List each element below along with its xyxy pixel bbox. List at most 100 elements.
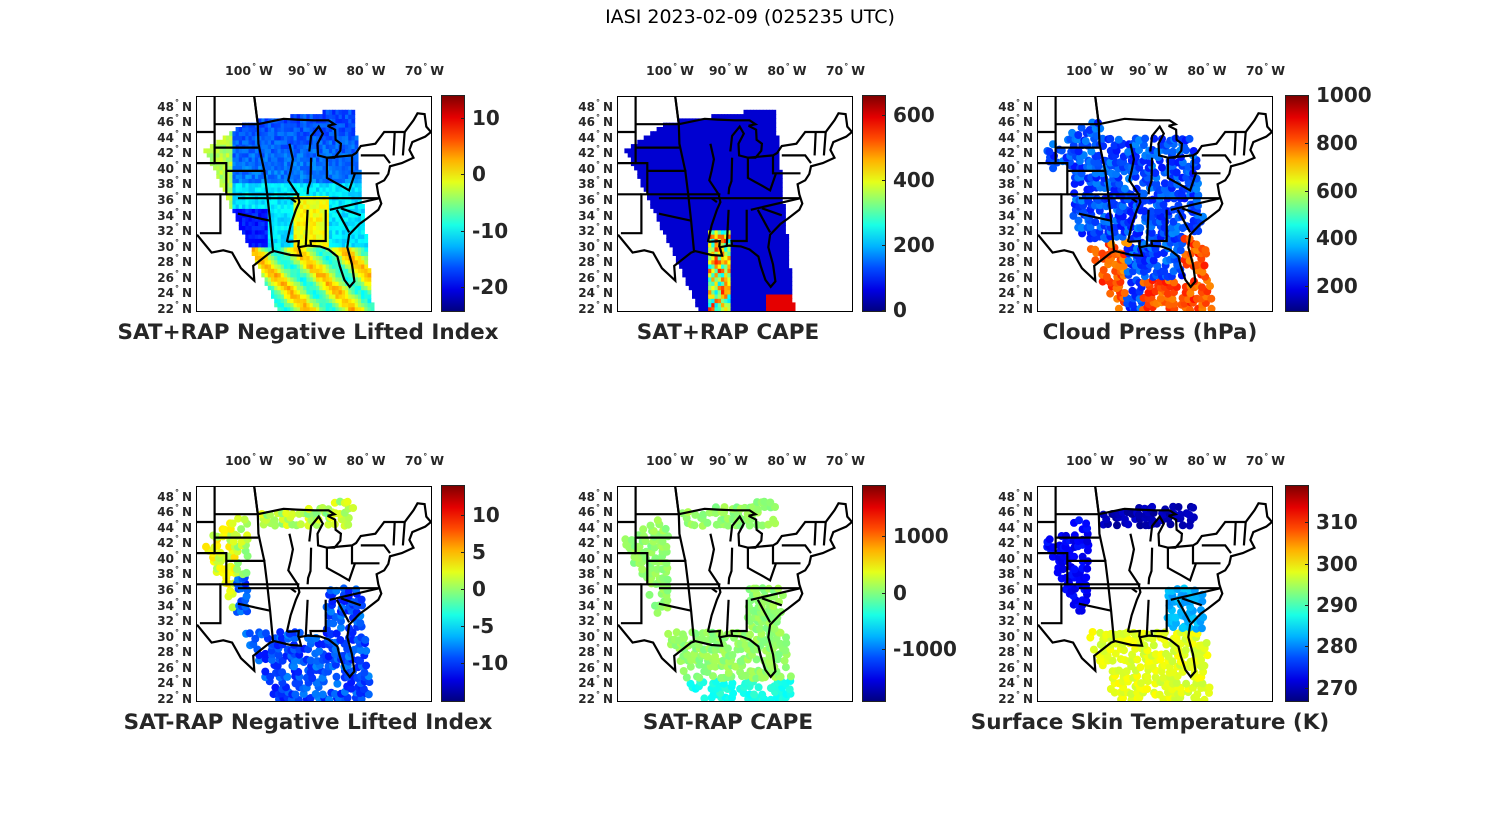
- data-cell: [245, 234, 250, 239]
- data-cell: [338, 135, 343, 141]
- colorbar: [441, 95, 465, 312]
- data-cell: [267, 204, 272, 209]
- data-cell: [743, 276, 748, 282]
- data-cell: [319, 263, 324, 269]
- data-cell: [672, 182, 677, 188]
- data-cell: [701, 234, 706, 239]
- data-cell: [721, 152, 725, 158]
- data-cell: [277, 156, 282, 162]
- data-cell: [675, 229, 680, 235]
- data-cell: [293, 135, 298, 141]
- data-cell: [695, 285, 699, 291]
- data-cell: [688, 238, 693, 244]
- data-cell: [753, 118, 757, 124]
- data-cell: [357, 298, 362, 304]
- data-cell: [277, 212, 282, 218]
- data-cell: [666, 156, 671, 162]
- data-cell: [721, 178, 725, 184]
- data-cell: [711, 139, 716, 145]
- data-cell: [659, 182, 664, 188]
- data-cell: [348, 114, 352, 119]
- data-cell: [753, 186, 757, 192]
- data-cell: [226, 186, 230, 192]
- data-cell: [271, 212, 275, 218]
- longitude-tick-label: 70° W: [1246, 62, 1285, 78]
- data-cell: [688, 135, 693, 141]
- data-cell: [293, 118, 298, 124]
- data-cell: [361, 246, 365, 252]
- data-cell: [361, 242, 365, 248]
- data-cell: [656, 182, 661, 188]
- data-cell: [354, 144, 359, 149]
- data-cell: [643, 165, 648, 171]
- data-cell: [762, 131, 767, 137]
- data-cell: [293, 251, 298, 256]
- data-cell: [306, 298, 311, 304]
- data-cell: [733, 204, 738, 209]
- data-cell: [717, 276, 722, 282]
- data-cell: [274, 156, 278, 162]
- data-cell: [351, 118, 356, 124]
- data-cell: [766, 148, 770, 154]
- data-cell: [708, 306, 712, 311]
- colorbar-tick-mark: [882, 179, 885, 181]
- data-cell: [682, 156, 687, 162]
- data-point: [324, 652, 333, 661]
- data-cell: [711, 259, 716, 265]
- degree-symbol: °: [174, 237, 179, 247]
- data-cell: [775, 242, 780, 248]
- state-boundary: [678, 117, 759, 127]
- data-cell: [277, 234, 282, 239]
- data-cell: [749, 139, 754, 145]
- data-cell: [332, 182, 336, 188]
- data-point: [1091, 218, 1100, 227]
- data-cell: [708, 242, 712, 248]
- data-cell: [733, 225, 738, 231]
- data-cell: [704, 246, 709, 252]
- map-plot: [1038, 97, 1272, 311]
- data-cell: [772, 156, 777, 162]
- data-cell: [325, 127, 330, 132]
- data-cell: [749, 148, 754, 154]
- data-cell: [704, 298, 709, 304]
- colorbar-tick-label: -10: [472, 218, 509, 243]
- data-cell: [303, 174, 307, 179]
- data-cell: [325, 114, 330, 119]
- data-cell: [325, 281, 330, 286]
- data-cell: [737, 272, 741, 278]
- data-cell: [753, 135, 757, 141]
- data-cell: [785, 276, 790, 282]
- tick-value: 22: [578, 302, 595, 316]
- data-cell: [682, 152, 687, 158]
- data-cell: [316, 161, 320, 167]
- data-cell: [238, 199, 243, 205]
- data-cell: [328, 225, 333, 231]
- data-cell: [656, 174, 661, 179]
- data-cell: [325, 238, 330, 244]
- state-boundary: [771, 155, 801, 175]
- data-cell: [740, 285, 745, 291]
- data-cell: [242, 216, 246, 222]
- data-cell: [338, 234, 343, 239]
- data-cell: [692, 272, 696, 278]
- data-cell: [772, 216, 777, 222]
- state-boundary: [813, 131, 817, 156]
- data-cell: [714, 212, 719, 218]
- data-cell: [721, 186, 725, 192]
- degree-symbol: °: [1015, 97, 1020, 107]
- data-cell: [300, 293, 304, 299]
- data-cell: [695, 238, 699, 244]
- data-cell: [730, 216, 735, 222]
- latitude-tick-label: 42° N: [975, 144, 1033, 160]
- data-cell: [242, 204, 246, 209]
- data-cell: [348, 204, 352, 209]
- data-cell: [335, 221, 340, 226]
- data-cell: [688, 246, 693, 252]
- data-cell: [756, 251, 761, 256]
- data-cell: [701, 302, 706, 308]
- data-cell: [303, 169, 307, 175]
- data-cell: [293, 114, 298, 119]
- data-cell: [328, 238, 333, 244]
- data-cell: [685, 263, 690, 269]
- data-cell: [322, 216, 327, 222]
